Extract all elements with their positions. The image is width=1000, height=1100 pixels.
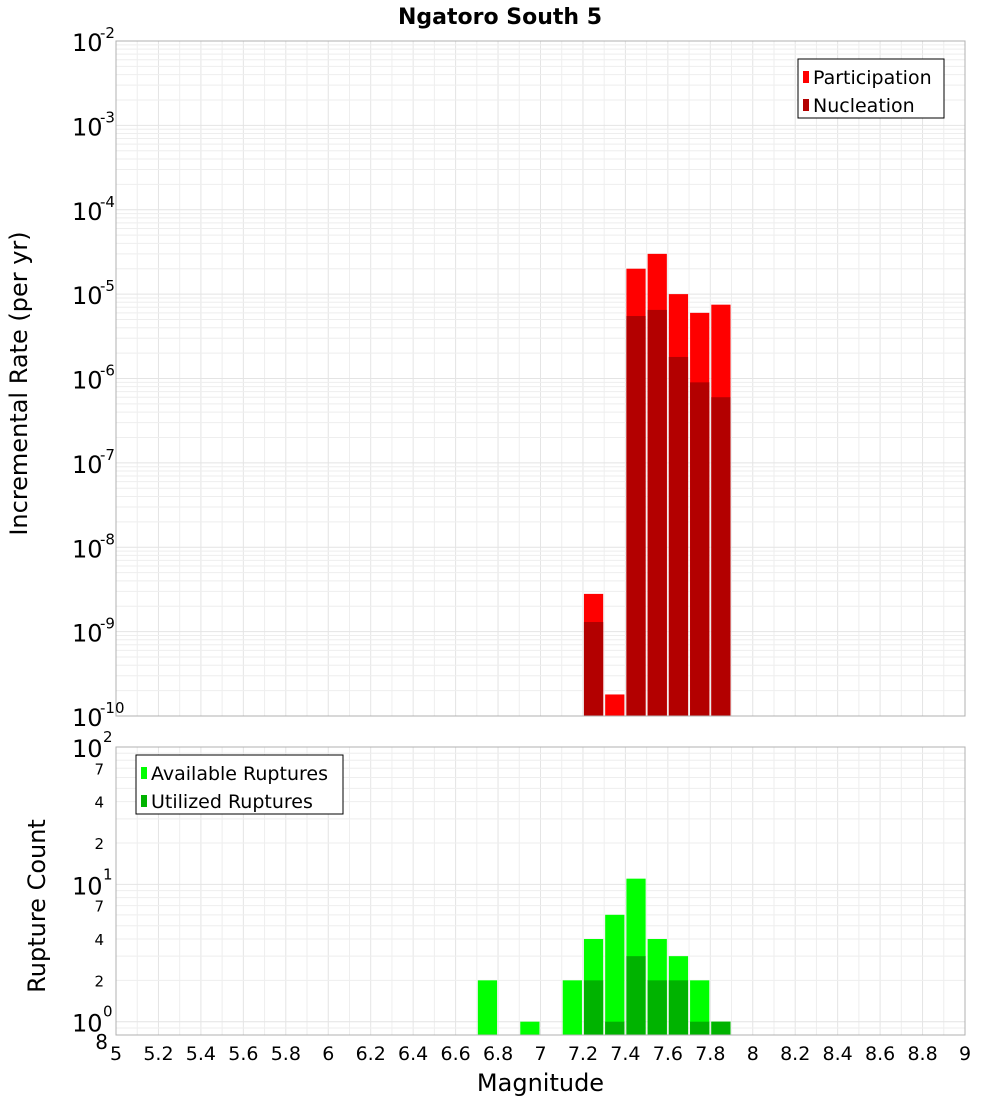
y-tick-exponent: -8 [100, 530, 115, 548]
y-tick-exponent: -3 [100, 108, 115, 126]
y-tick-label: 10 [72, 704, 103, 732]
x-tick-label: 9 [959, 1043, 971, 1065]
y-tick-label: 10 [72, 282, 103, 310]
y-minor-tick-label: 4 [94, 931, 104, 949]
y-tick-label: 10 [72, 451, 103, 479]
x-tick-label: 8.6 [865, 1043, 895, 1065]
x-tick-label: 5.6 [228, 1043, 258, 1065]
y-tick-exponent: -4 [100, 193, 115, 211]
x-tick-label: 7 [534, 1043, 546, 1065]
count-utilized-ruptures-bar [711, 1021, 731, 1035]
rate-plot-frame [115, 40, 966, 717]
x-tick-label: 8 [747, 1043, 759, 1065]
y-tick-exponent: -10 [100, 699, 125, 717]
rate-nucleation-bar [647, 309, 667, 716]
x-tick-label: 6.2 [356, 1043, 386, 1065]
count-plot-frame [115, 746, 966, 1036]
y-tick-label: 10 [72, 1010, 103, 1038]
rate-participation-bar [605, 694, 625, 716]
count-available-ruptures-bar [690, 980, 710, 1035]
count-utilized-ruptures-bar [583, 980, 604, 1035]
y-tick-label: 10 [72, 367, 103, 395]
rate-nucleation-bar [583, 622, 604, 716]
x-tick-label: 8.8 [907, 1043, 937, 1065]
count-utilized-ruptures-bar [605, 1021, 625, 1035]
count-legend-swatch-utilized-ruptures [141, 795, 147, 807]
x-axis-label: Magnitude [477, 1069, 604, 1097]
count-available-ruptures-bar [605, 914, 625, 1035]
x-tick-label: 6.6 [440, 1043, 470, 1065]
y-tick-label: 10 [72, 735, 103, 763]
y-tick-exponent: -2 [100, 24, 115, 42]
y-tick-label: 10 [72, 198, 103, 226]
x-tick-label: 7.2 [568, 1043, 598, 1065]
rate-legend [797, 58, 945, 119]
y-tick-label: 10 [72, 872, 103, 900]
x-tick-label: 5.4 [186, 1043, 216, 1065]
y-tick-exponent: 1 [103, 865, 113, 883]
y-minor-tick-label: 2 [94, 835, 104, 853]
y-tick-label: 10 [72, 113, 103, 141]
y-tick-exponent: -6 [100, 362, 115, 380]
x-tick-label: 6.8 [483, 1043, 513, 1065]
x-tick-label: 7.4 [610, 1043, 640, 1065]
y-minor-tick-label: 4 [94, 794, 104, 812]
count-available-ruptures-bar [520, 1021, 540, 1035]
x-tick-label: 6 [322, 1043, 334, 1065]
rate-legend-swatch-participation [803, 71, 809, 83]
y-tick-exponent: -5 [100, 277, 115, 295]
chart-title: Ngatoro South 5 [398, 5, 602, 30]
rate-nucleation-bar [668, 356, 689, 716]
count-legend-label-available-ruptures: Available Ruptures [151, 763, 328, 785]
count-y-axis-label: Rupture Count [23, 819, 51, 993]
y-tick-label: 10 [72, 535, 103, 563]
y-minor-tick-label: 8 [95, 1030, 108, 1054]
count-legend [135, 754, 344, 815]
count-utilized-ruptures-bar [668, 980, 689, 1035]
y-minor-tick-label: 2 [94, 972, 104, 990]
count-utilized-ruptures-bar [647, 980, 667, 1035]
x-tick-label: 6.4 [398, 1043, 428, 1065]
rate-nucleation-bar [626, 316, 646, 716]
x-tick-label: 7.8 [695, 1043, 725, 1065]
y-tick-exponent: 0 [103, 1003, 113, 1021]
rate-legend-swatch-nucleation [803, 99, 809, 111]
y-tick-exponent: -7 [100, 446, 115, 464]
count-legend-swatch-available-ruptures [141, 767, 147, 779]
rate-legend-label-nucleation: Nucleation [813, 95, 915, 117]
y-minor-tick-label: 7 [94, 898, 104, 916]
y-tick-label: 10 [72, 620, 103, 648]
rate-legend-label-participation: Participation [813, 67, 932, 89]
x-tick-label: 5.2 [143, 1043, 173, 1065]
count-available-ruptures-bar [477, 980, 498, 1035]
y-tick-label: 10 [72, 29, 103, 57]
rate-panel: 10-1010-910-810-710-610-510-410-310-2Inc… [5, 24, 966, 732]
y-tick-exponent: -9 [100, 615, 115, 633]
y-tick-exponent: 2 [103, 728, 113, 746]
rate-nucleation-bar [711, 397, 731, 716]
x-tick-label: 5 [110, 1043, 122, 1065]
count-available-ruptures-bar [562, 980, 582, 1035]
y-minor-tick-label: 7 [94, 760, 104, 778]
count-utilized-ruptures-bar [626, 956, 646, 1035]
x-tick-label: 8.2 [780, 1043, 810, 1065]
count-utilized-ruptures-bar [690, 1021, 710, 1035]
x-axis: 5 5.2 5.4 5.6 5.8 6 6.2 6.4 6.6 6.8 7 7.2 7.4 7.6 7.8 8… [110, 1043, 971, 1097]
rate-nucleation-bar [690, 382, 710, 716]
count-legend-label-utilized-ruptures: Utilized Ruptures [151, 791, 313, 813]
rate-y-axis-label: Incremental Rate (per yr) [5, 231, 33, 535]
x-tick-label: 8.4 [823, 1043, 853, 1065]
x-tick-label: 5.8 [271, 1043, 301, 1065]
x-tick-label: 7.6 [653, 1043, 683, 1065]
